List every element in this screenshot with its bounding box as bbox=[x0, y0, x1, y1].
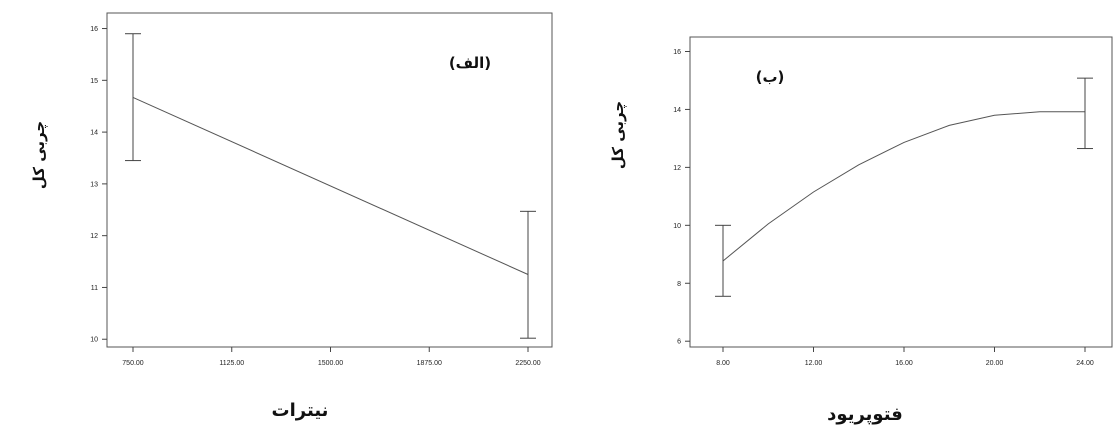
x-axis-title: نیترات bbox=[272, 400, 329, 421]
y-tick-label: 8 bbox=[677, 281, 681, 288]
x-axis-title: فتوپریود bbox=[827, 404, 903, 425]
x-tick-label: 12.00 bbox=[805, 360, 823, 367]
y-tick-label: 10 bbox=[673, 223, 681, 230]
panel-annotation: (ب) bbox=[756, 68, 785, 86]
y-tick-label: 10 bbox=[90, 337, 98, 344]
y-tick-label: 12 bbox=[90, 233, 98, 240]
plot-frame bbox=[689, 36, 1113, 348]
y-tick-label: 16 bbox=[673, 49, 681, 56]
x-tick-label: 1500.00 bbox=[318, 360, 343, 367]
y-axis-title: چربی کل bbox=[609, 101, 628, 169]
chart-panel-1: 10 11 12 13 14 15 16 750.00 1125.00 1500.00 1875.0… bbox=[30, 12, 553, 421]
panel-annotation: (الف) bbox=[449, 54, 491, 72]
y-tick-label: 14 bbox=[90, 130, 98, 137]
x-tick-label: 8.00 bbox=[716, 360, 730, 367]
y-tick-label: 6 bbox=[677, 339, 681, 346]
y-tick-label: 15 bbox=[90, 78, 98, 85]
y-axis-title: چربی کل bbox=[30, 121, 49, 189]
y-tick-label: 13 bbox=[90, 181, 98, 188]
x-tick-label: 1875.00 bbox=[417, 360, 442, 367]
y-tick-label: 14 bbox=[673, 107, 681, 114]
x-tick-label: 2250.00 bbox=[515, 360, 540, 367]
plot-frame bbox=[106, 12, 553, 348]
x-tick-label: 1125.00 bbox=[219, 360, 244, 367]
x-tick-label: 750.00 bbox=[122, 360, 144, 367]
series-line bbox=[132, 96, 529, 275]
y-tick-label: 12 bbox=[673, 165, 681, 172]
x-tick-label: 16.00 bbox=[895, 360, 913, 367]
chart-panel-2: 6 8 10 12 14 16 8.00 12.00 16.00 20.00 24.00 (ب) فتو… bbox=[609, 36, 1113, 425]
y-tick-label: 16 bbox=[90, 26, 98, 33]
x-tick-label: 20.00 bbox=[986, 360, 1004, 367]
x-tick-label: 24.00 bbox=[1076, 360, 1094, 367]
series-line bbox=[722, 111, 1085, 262]
y-tick-label: 11 bbox=[91, 285, 98, 292]
